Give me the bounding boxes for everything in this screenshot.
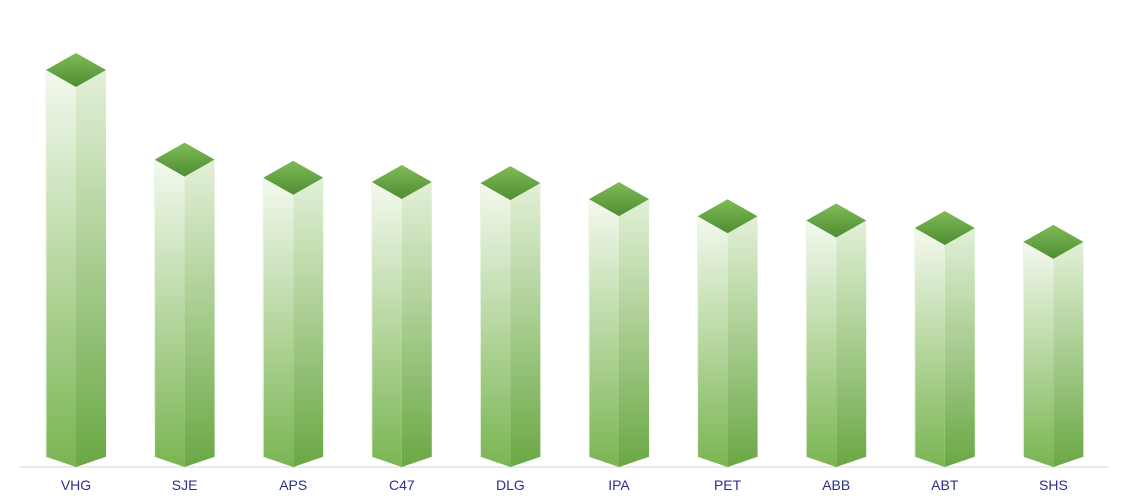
bar-top-face xyxy=(263,160,324,195)
bar-left-face xyxy=(263,177,294,467)
bar-abb xyxy=(805,203,867,467)
bar-right-face xyxy=(1053,241,1084,467)
bar-left-face xyxy=(914,227,945,467)
bar-right-face xyxy=(293,177,324,467)
tick-label-dlg: DLG xyxy=(496,477,525,493)
bar-left-face xyxy=(806,220,837,467)
bar-top-face xyxy=(46,52,106,87)
bar-left-face xyxy=(46,69,76,467)
bar-right-face xyxy=(836,220,867,467)
tick-label-vhg: VHG xyxy=(61,477,91,493)
bar-left-face xyxy=(697,216,728,467)
bar-left-face xyxy=(371,182,402,467)
bar-right-face xyxy=(944,227,975,467)
bar-top-face xyxy=(154,142,215,177)
tick-labels-group: VHG SJE APS C47 DLG IPA PET ABB ABT SHS xyxy=(61,477,1068,493)
bar-vhg xyxy=(45,52,106,467)
bar-top-face xyxy=(371,165,432,200)
tick-label-aps: APS xyxy=(279,477,307,493)
bar-left-face xyxy=(1023,241,1054,467)
bar-c47 xyxy=(371,165,432,467)
tick-label-abb: ABB xyxy=(822,477,850,493)
bar-top-face xyxy=(697,199,758,234)
bar-top-face xyxy=(589,182,649,217)
bar-dlg xyxy=(479,166,541,467)
bar-right-face xyxy=(619,199,649,467)
bars-group xyxy=(45,52,1084,467)
bar-top-face xyxy=(1023,224,1084,259)
bar-shs xyxy=(1022,224,1084,467)
bar-right-face xyxy=(401,182,432,467)
tick-label-shs: SHS xyxy=(1039,477,1068,493)
bar-right-face xyxy=(184,159,215,467)
bar-top-face xyxy=(914,210,975,245)
bar-right-face xyxy=(510,183,541,467)
tick-label-pet: PET xyxy=(714,477,742,493)
bar-pet xyxy=(697,199,758,467)
bar-left-face xyxy=(154,159,185,467)
bar-sje xyxy=(154,142,215,467)
bar-left-face xyxy=(480,183,511,467)
bar-right-face xyxy=(727,216,758,467)
bar-ipa xyxy=(588,182,649,467)
tick-label-c47: C47 xyxy=(389,477,415,493)
bar-right-face xyxy=(76,69,106,467)
tick-label-abt: ABT xyxy=(931,477,959,493)
bar-top-face xyxy=(480,166,541,201)
tick-label-ipa: IPA xyxy=(608,477,630,493)
bar-left-face xyxy=(589,199,619,467)
tick-label-sje: SJE xyxy=(172,477,198,493)
bar-top-face xyxy=(806,203,867,238)
bar-abt xyxy=(914,210,975,467)
bar-aps xyxy=(262,160,324,467)
